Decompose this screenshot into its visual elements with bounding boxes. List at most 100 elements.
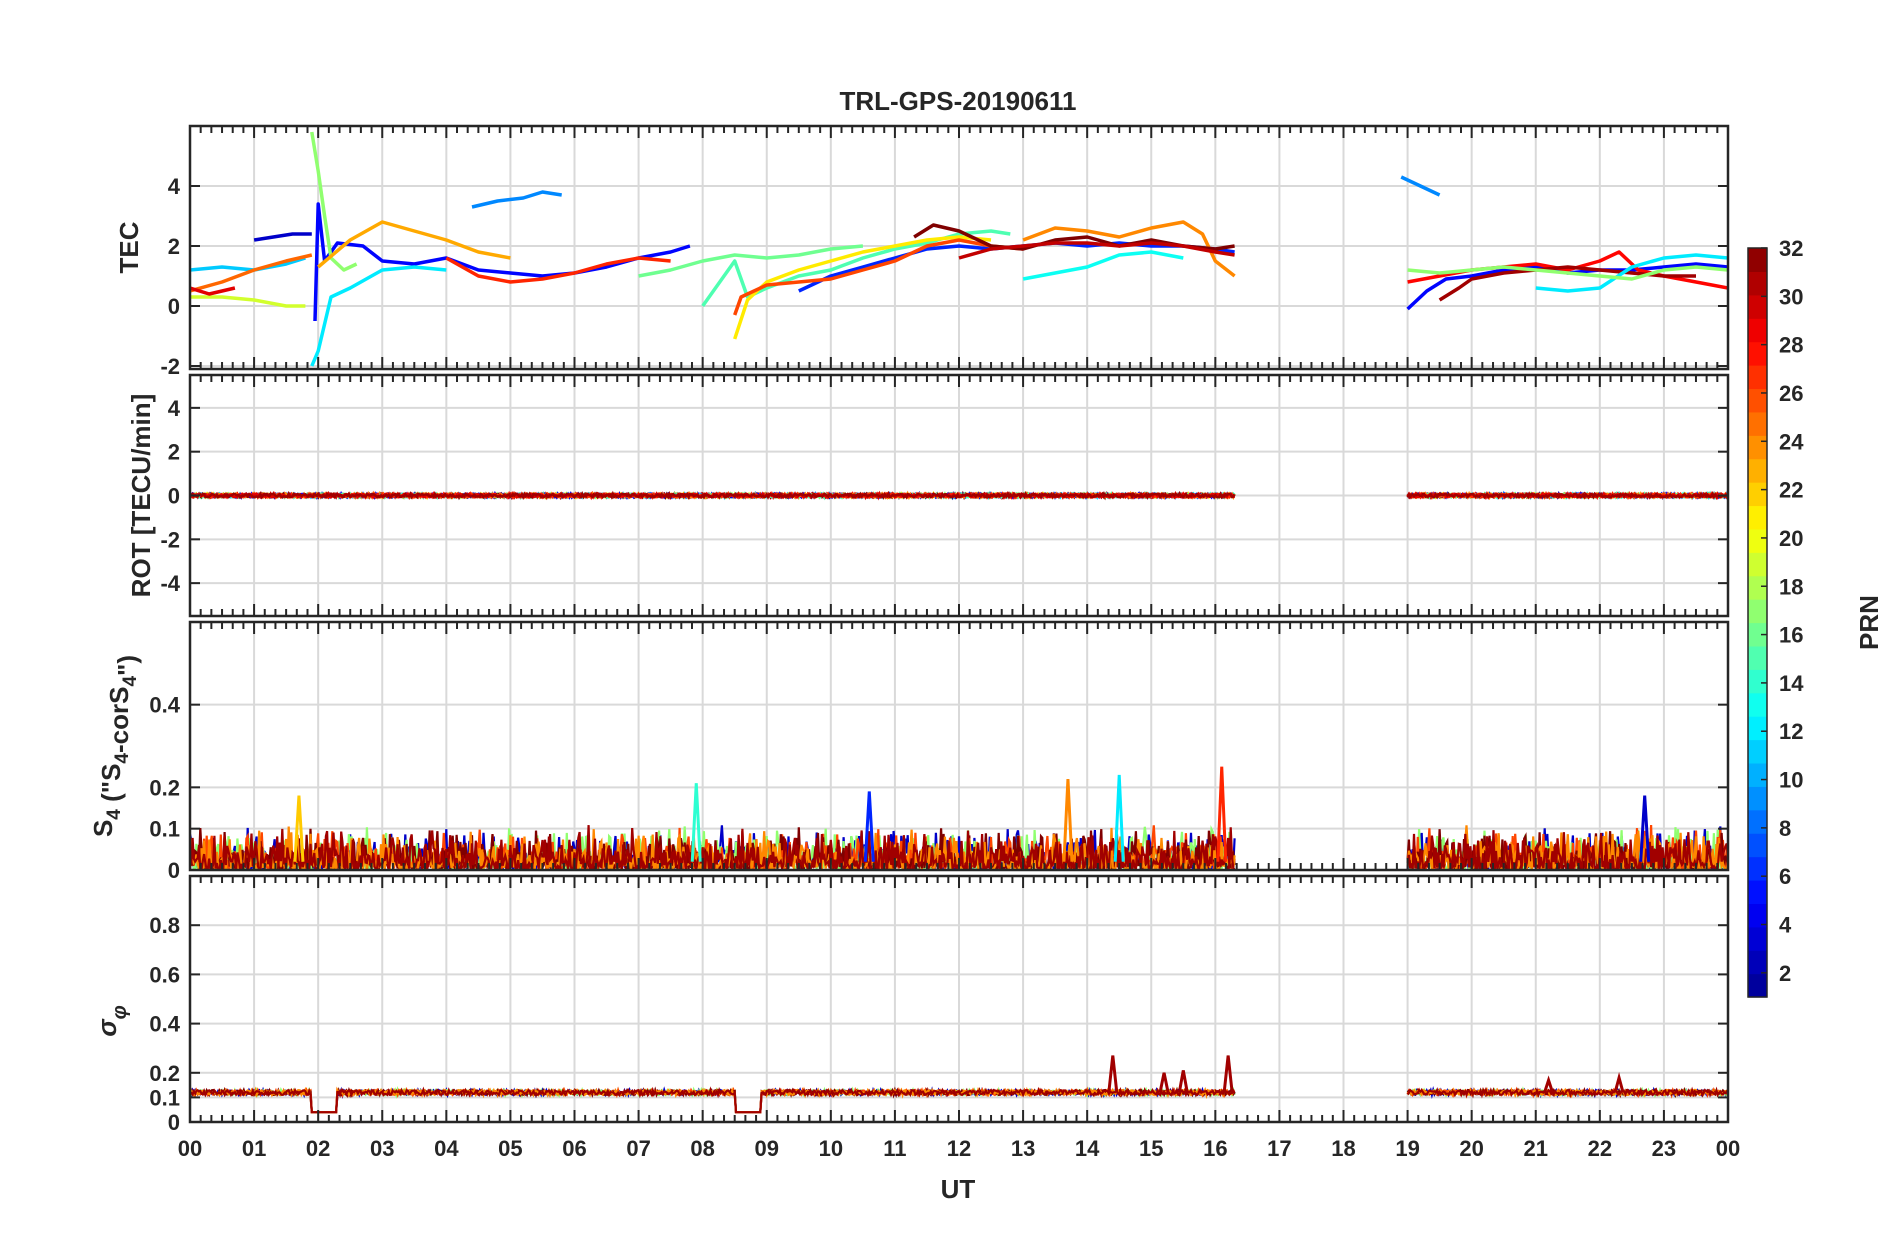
x-tick-label: 01 <box>242 1136 266 1161</box>
colorbar-band <box>1748 318 1767 343</box>
tec-series-prn25 <box>190 253 313 293</box>
y-axis-label: ROT [TECU/min] <box>126 394 156 598</box>
colorbar-band <box>1748 411 1767 436</box>
colorbar-band <box>1748 645 1767 670</box>
colorbar-tick-label: 32 <box>1779 236 1803 261</box>
x-tick-label: 03 <box>370 1136 394 1161</box>
tec-series-prn13 <box>1022 250 1184 281</box>
colorbar-tick-label: 16 <box>1779 623 1803 648</box>
x-tick-label: 02 <box>306 1136 330 1161</box>
colorbar-band <box>1748 739 1767 764</box>
s4-peak <box>1639 795 1651 862</box>
sigma_phi-peak <box>1107 1055 1119 1093</box>
y-axis-label: S4 ("S4-corS4") <box>88 655 142 837</box>
colorbar-band <box>1748 528 1767 553</box>
tec-series-prn9 <box>471 190 562 209</box>
colorbar-band <box>1748 716 1767 741</box>
colorbar-band <box>1748 973 1767 998</box>
colorbar-tick-label: 12 <box>1779 719 1803 744</box>
x-tick-label: 17 <box>1267 1136 1291 1161</box>
y-tick-label: 0.1 <box>149 1085 180 1110</box>
tec-series-prn9 <box>1400 175 1441 197</box>
tec-series-prn15 <box>701 229 1011 308</box>
sigma_phi-peak <box>1613 1071 1625 1093</box>
x-tick-label: 23 <box>1652 1136 1676 1161</box>
tec-series-prn29 <box>190 286 236 296</box>
y-tick-label: 0.6 <box>149 962 180 987</box>
colorbar-tick-label: 20 <box>1779 526 1803 551</box>
s4-peak <box>1113 774 1125 862</box>
y-tick-label: 0.8 <box>149 913 180 938</box>
x-tick-label: 11 <box>883 1136 906 1161</box>
x-tick-label: 18 <box>1331 1136 1355 1161</box>
colorbar-band <box>1748 482 1767 507</box>
panel-tec: -2 0 2 4 TEC <box>114 124 1730 379</box>
x-ticks <box>189 876 1729 1122</box>
y-tick-label: 0.4 <box>149 693 180 718</box>
y-tick-label: -4 <box>160 571 180 596</box>
colorbar-band <box>1748 458 1767 483</box>
colorbar-band <box>1748 435 1767 460</box>
s4-peak <box>1062 778 1074 862</box>
tec-series-prn17 <box>310 131 358 272</box>
colorbar-band <box>1748 271 1767 296</box>
panel-rot: -4 -2 0 2 4 ROT [TECU/min] <box>126 373 1730 618</box>
data-sigma_phi <box>190 1055 1728 1114</box>
x-tick-label: 10 <box>819 1136 843 1161</box>
colorbar-tick-label: 4 <box>1779 913 1792 938</box>
colorbar-band <box>1748 833 1767 858</box>
data-rot <box>190 490 1728 501</box>
x-tick-label: 04 <box>434 1136 459 1161</box>
colorbar-band <box>1748 762 1767 787</box>
colorbar-tick-label: 18 <box>1779 574 1803 599</box>
y-tick-label: 0.4 <box>149 1012 180 1037</box>
panel-sigma_phi: 00.10.2 0.4 0.6 0.8 σφ 00 01 02 03 04 05 06 07 08 09 10… <box>92 874 1740 1161</box>
y-tick-label: 4 <box>168 174 181 199</box>
colorbar-band <box>1748 248 1767 273</box>
colorbar-label: PRN <box>1854 595 1884 650</box>
tec-series-prn26 <box>733 238 1024 316</box>
y-tick-label: 0.2 <box>149 1061 180 1086</box>
y-tick-label: 0 <box>168 1110 180 1135</box>
colorbar-band <box>1748 365 1767 390</box>
x-ticks <box>189 622 1729 870</box>
x-tick-label: 16 <box>1203 1136 1227 1161</box>
colorbar-band <box>1748 669 1767 694</box>
rot-series-prn31 <box>1406 490 1728 500</box>
colorbar-tick-label: 14 <box>1779 671 1804 696</box>
colorbar-frame <box>1747 247 1768 998</box>
tec-series-prn12 <box>310 265 447 367</box>
sigma_phi-series-prn31 <box>1406 1086 1728 1099</box>
x-ticks <box>189 375 1729 616</box>
rot-series-prn31 <box>190 490 1236 501</box>
colorbar-tick-label: 26 <box>1779 381 1803 406</box>
tec-series-prn27 <box>445 256 671 284</box>
y-tick-label: 0 <box>168 484 180 509</box>
colorbar-band <box>1748 575 1767 600</box>
panel-s4: 0 0.1 0.2 0.4 S4 ("S4-corS4") <box>88 620 1730 883</box>
s4-peak <box>690 783 702 862</box>
tec-series-prn17 <box>1407 265 1728 281</box>
x-tick-label: 19 <box>1395 1136 1419 1161</box>
x-tick-label: 08 <box>690 1136 714 1161</box>
colorbar-band <box>1748 552 1767 577</box>
sigma_phi-series-prn24 <box>190 1086 1235 1114</box>
y-tick-label: 0.2 <box>149 775 180 800</box>
colorbar-tick-label: 8 <box>1779 816 1791 841</box>
s4-peak <box>1216 766 1228 862</box>
tec-series-prn12 <box>1535 253 1728 293</box>
data-tec <box>190 131 1728 367</box>
x-tick-label: 00 <box>1716 1136 1740 1161</box>
x-tick-label: 00 <box>178 1136 202 1161</box>
colorbar-band <box>1748 950 1767 975</box>
y-tick-label: 0.1 <box>149 817 180 842</box>
colorbar-band <box>1748 388 1767 413</box>
tec-series-prn3 <box>253 232 312 242</box>
y-tick-label: 0 <box>168 294 180 319</box>
x-tick-label: 09 <box>755 1136 779 1161</box>
colorbar-tick-label: 2 <box>1779 961 1791 986</box>
colorbar-band <box>1748 341 1767 366</box>
